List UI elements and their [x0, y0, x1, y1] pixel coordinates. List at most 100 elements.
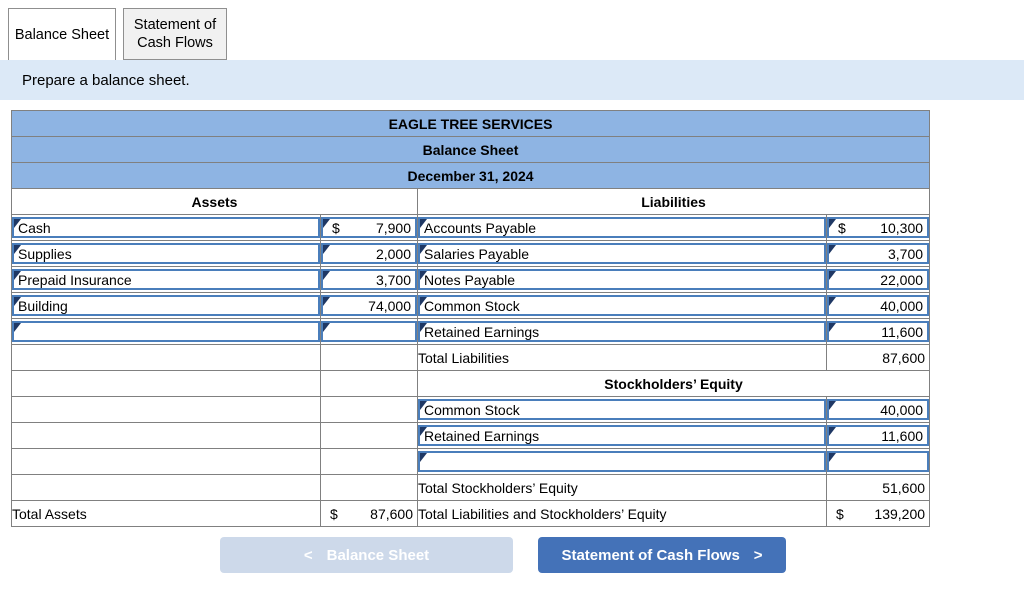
statement-title-row: Balance Sheet [10, 136, 931, 163]
empty-cell [11, 474, 321, 501]
amount-input-cell[interactable]: 40,000 [825, 396, 931, 423]
amount-input-cell[interactable]: $7,900 [320, 214, 418, 241]
tab-balance-sheet[interactable]: Balance Sheet [8, 8, 116, 60]
account-label: Supplies [18, 245, 72, 262]
empty-cell [11, 344, 321, 371]
account-select-cell[interactable]: Supplies [11, 240, 321, 267]
dropdown-marker-icon [323, 219, 330, 228]
empty-cell [320, 448, 418, 475]
company-title: EAGLE TREE SERVICES [10, 110, 931, 137]
currency-symbol: $ [330, 505, 338, 522]
dropdown-marker-icon [420, 453, 427, 462]
table-row: Total Liabilities 87,600 [11, 344, 931, 371]
amount-input-cell[interactable]: 11,600 [825, 318, 931, 345]
dropdown-marker-icon [420, 427, 427, 436]
account-select-cell[interactable]: Common Stock [417, 396, 827, 423]
statement-date-row: December 31, 2024 [10, 162, 931, 189]
amount-value: 87,600 [370, 505, 413, 522]
account-label: Notes Payable [424, 271, 516, 288]
empty-cell [320, 422, 418, 449]
account-select-cell[interactable]: Building [11, 292, 321, 319]
tab-statement-of-cash-flows-label: Statement of Cash Flows [133, 16, 217, 51]
tab-statement-of-cash-flows[interactable]: Statement of Cash Flows [123, 8, 227, 60]
amount-value: 11,600 [881, 323, 924, 340]
total-amount-cell: 87,600 [825, 344, 931, 371]
amount-value: 11,600 [881, 427, 924, 444]
total-label: Total Stockholders’ Equity [417, 474, 827, 501]
section-header-assets: Assets [11, 188, 418, 215]
amount-value: 74,000 [368, 297, 411, 314]
statement-of-cash-flows-next-button[interactable]: Statement of Cash Flows > [538, 537, 786, 573]
account-select-cell[interactable]: Notes Payable [417, 266, 827, 293]
account-label: Retained Earnings [424, 427, 540, 444]
amount-value: 22,000 [880, 271, 924, 288]
account-select-cell[interactable] [417, 448, 827, 475]
amount-value: 40,000 [880, 401, 924, 418]
currency-symbol: $ [836, 505, 844, 522]
table-row: Stockholders’ Equity [11, 370, 931, 397]
account-label: Common Stock [424, 401, 520, 418]
dropdown-marker-icon [829, 323, 836, 332]
amount-input-cell[interactable]: 74,000 [320, 292, 418, 319]
dropdown-marker-icon [14, 297, 21, 306]
amount-input-cell[interactable]: 11,600 [825, 422, 931, 449]
account-select-cell[interactable]: Retained Earnings [417, 422, 827, 449]
empty-cell [320, 474, 418, 501]
amount-value: 3,700 [887, 245, 924, 262]
next-button-label: Statement of Cash Flows [561, 546, 740, 564]
amount-input-cell[interactable]: 3,700 [320, 266, 418, 293]
dropdown-marker-icon [420, 323, 427, 332]
amount-value: 3,700 [375, 271, 411, 288]
statement-date: December 31, 2024 [10, 162, 931, 189]
empty-cell [11, 396, 321, 423]
dropdown-marker-icon [14, 219, 21, 228]
account-label: Common Stock [424, 297, 520, 314]
dropdown-marker-icon [420, 401, 427, 410]
amount-input-cell[interactable]: 22,000 [825, 266, 931, 293]
amount-value: 7,900 [375, 219, 411, 236]
statement-title: Balance Sheet [10, 136, 931, 163]
tab-balance-sheet-label: Balance Sheet [14, 26, 110, 43]
dropdown-marker-icon [14, 245, 21, 254]
amount-input-cell[interactable]: 3,700 [825, 240, 931, 267]
equity-section-header: Stockholders’ Equity [416, 370, 931, 397]
account-select-cell[interactable] [11, 318, 321, 345]
dropdown-marker-icon [829, 271, 836, 280]
account-label: Cash [18, 219, 51, 236]
amount-value: 139,200 [874, 505, 926, 522]
account-select-cell[interactable]: Accounts Payable [417, 214, 827, 241]
account-select-cell[interactable]: Retained Earnings [417, 318, 827, 345]
section-header-row: Assets Liabilities [11, 188, 931, 215]
empty-cell [11, 422, 321, 449]
chevron-right-icon: > [753, 546, 763, 564]
account-select-cell[interactable]: Cash [11, 214, 321, 241]
account-label: Salaries Payable [424, 245, 530, 262]
amount-input-cell[interactable]: $10,300 [825, 214, 931, 241]
currency-symbol: $ [332, 219, 340, 236]
table-row: Retained Earnings 11,600 [11, 318, 931, 345]
balance-sheet-prev-button[interactable]: < Balance Sheet [220, 537, 513, 573]
amount-input-cell[interactable]: 2,000 [320, 240, 418, 267]
amount-value: 87,600 [882, 349, 926, 366]
amount-input-cell[interactable]: 40,000 [825, 292, 931, 319]
tab-bar: Balance Sheet Statement of Cash Flows [8, 8, 227, 60]
account-label: Prepaid Insurance [18, 271, 132, 288]
empty-cell [320, 370, 418, 397]
account-select-cell[interactable]: Prepaid Insurance [11, 266, 321, 293]
amount-input-cell[interactable] [825, 448, 931, 475]
table-row: Retained Earnings 11,600 [11, 422, 931, 449]
dropdown-marker-icon [829, 453, 836, 462]
dropdown-marker-icon [323, 245, 330, 254]
empty-cell [320, 344, 418, 371]
account-select-cell[interactable]: Common Stock [417, 292, 827, 319]
dropdown-marker-icon [420, 219, 427, 228]
dropdown-marker-icon [420, 271, 427, 280]
dropdown-marker-icon [420, 245, 427, 254]
account-label: Retained Earnings [424, 323, 540, 340]
account-select-cell[interactable]: Salaries Payable [417, 240, 827, 267]
amount-input-cell[interactable] [320, 318, 418, 345]
footer-nav: < Balance Sheet Statement of Cash Flows … [0, 537, 1024, 574]
amount-value: 40,000 [880, 297, 924, 314]
dropdown-marker-icon [323, 323, 330, 332]
